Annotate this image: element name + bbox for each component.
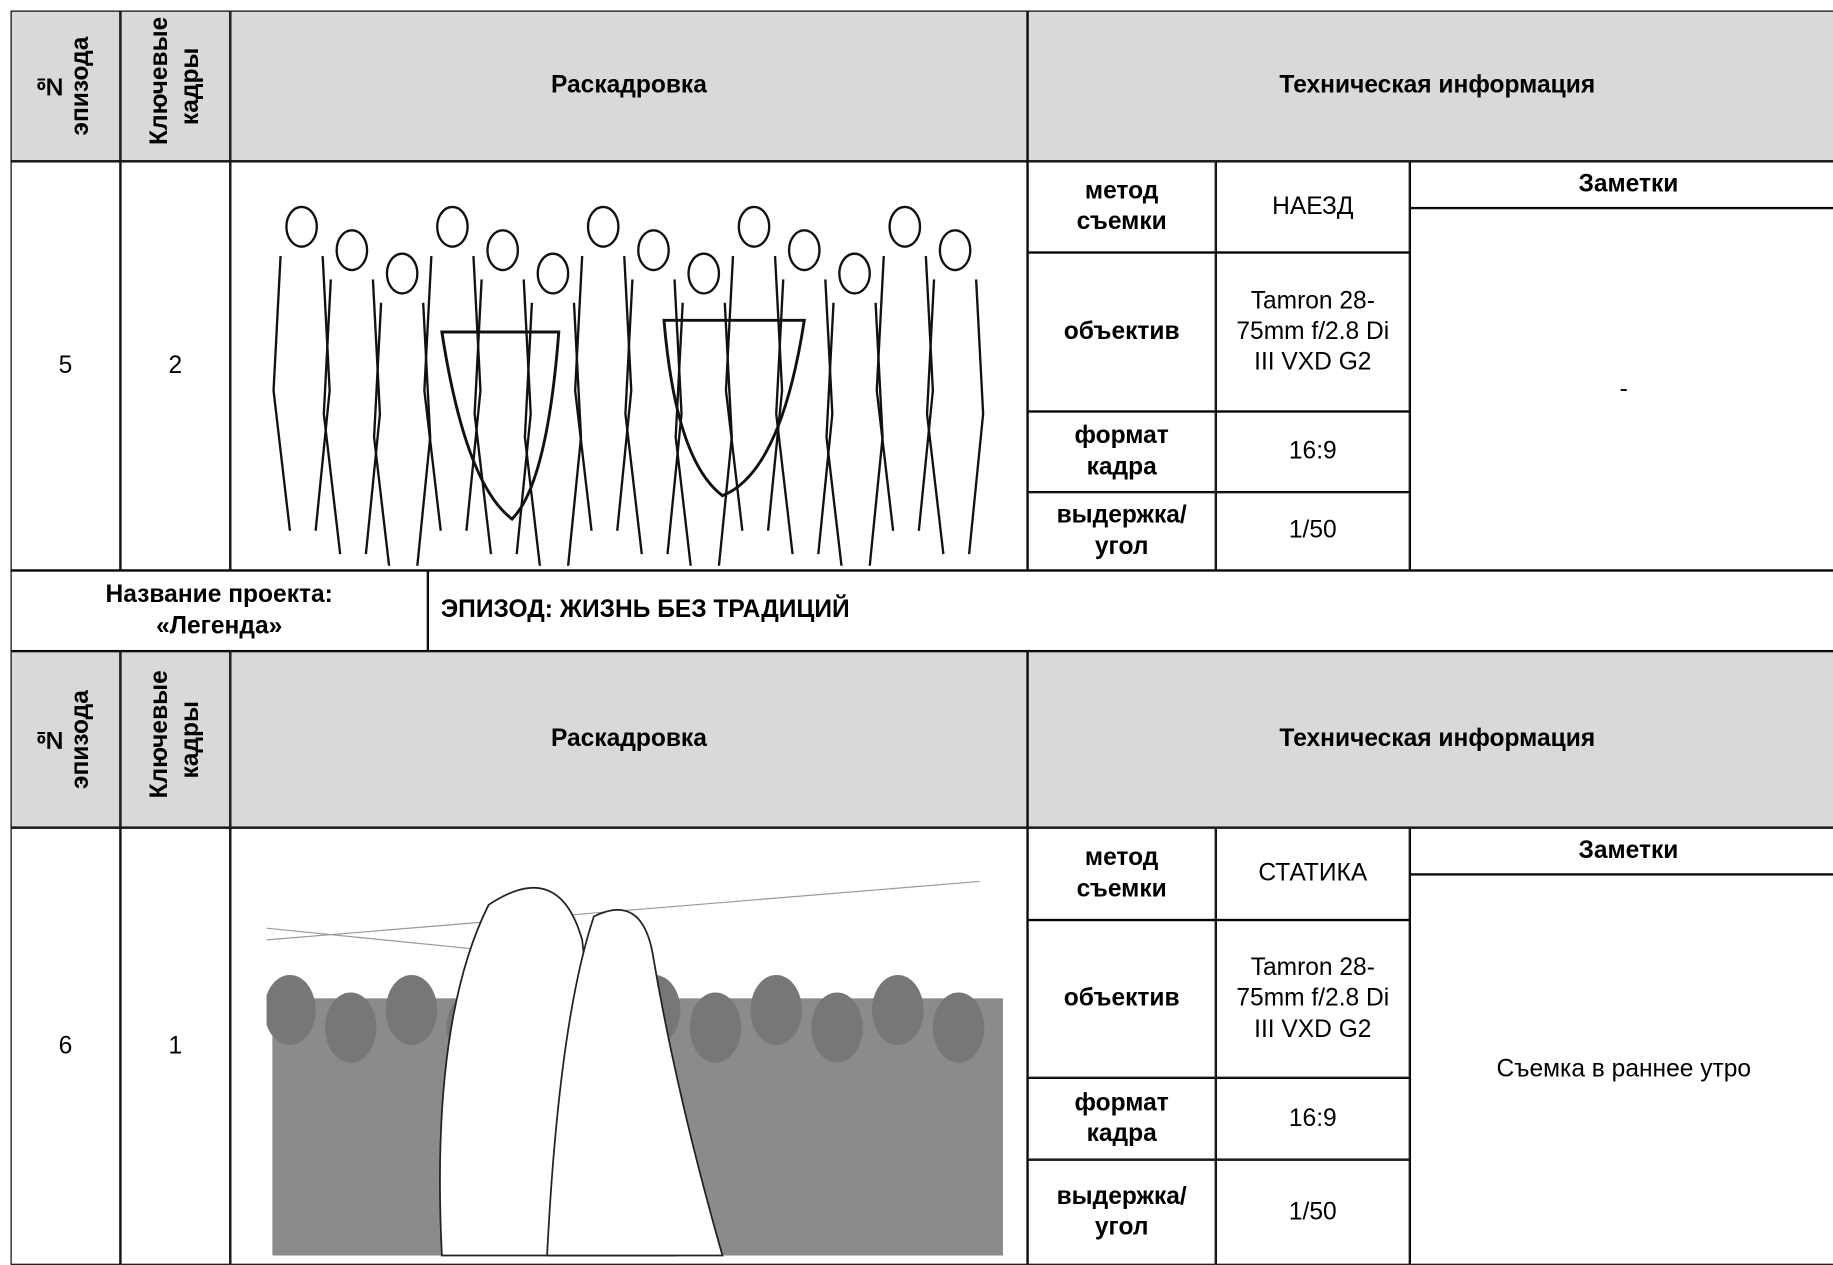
- tech-label: объектив: [1027, 920, 1216, 1078]
- tech-value-text: 16:9: [1288, 1104, 1337, 1132]
- tech-value-text: Tamron 28-75mm f/2.8 Di III VXD G2: [1236, 287, 1390, 376]
- notes-title-text: Заметки: [1578, 836, 1679, 864]
- header-storyboard-text: Раскадровка: [550, 71, 707, 99]
- tech-label-text: выдержка/ угол: [1056, 1182, 1187, 1241]
- header-episode-text: № эпизода: [35, 689, 94, 789]
- tech-value: Tamron 28-75mm f/2.8 Di III VXD G2: [1215, 920, 1410, 1078]
- keyframe-number-text: 2: [168, 351, 183, 379]
- keyframe-number: 2: [120, 161, 231, 571]
- tech-label-text: формат кадра: [1074, 1089, 1169, 1147]
- tech-value: 1/50: [1215, 492, 1410, 571]
- project-name: Название проекта: «Легенда»: [10, 570, 428, 652]
- tech-label: формат кадра: [1027, 1077, 1216, 1160]
- tech-value: Tamron 28-75mm f/2.8 Di III VXD G2: [1215, 252, 1410, 412]
- episode-title: ЭПИЗОД: ЖИЗНЬ БЕЗ ТРАДИЦИЙ: [427, 570, 1833, 652]
- tech-value-text: СТАТИКА: [1258, 859, 1368, 887]
- tech-label: формат кадра: [1027, 411, 1216, 493]
- project-name-text: Название проекта: «Легенда»: [105, 581, 333, 639]
- tech-value: 16:9: [1215, 1077, 1410, 1160]
- header-storyboard: Раскадровка: [230, 651, 1028, 828]
- tech-label: выдержка/ угол: [1027, 492, 1216, 571]
- tech-value: СТАТИКА: [1215, 827, 1410, 921]
- notes-text: -: [1619, 375, 1628, 402]
- keyframe-number-text: 1: [168, 1032, 183, 1059]
- storyboard-frame: [230, 827, 1028, 1265]
- notes: Съемка в раннее утро: [1409, 874, 1833, 1265]
- sketch: [266, 880, 1004, 1257]
- tech-value-text: 16:9: [1288, 437, 1337, 465]
- tech-value-text: Tamron 28-75mm f/2.8 Di III VXD G2: [1236, 954, 1390, 1043]
- tech-label-text: выдержка/ угол: [1056, 501, 1187, 560]
- header-episode-text: № эпизода: [35, 36, 94, 136]
- tech-label-text: формат кадра: [1074, 422, 1169, 480]
- episode-number: 5: [10, 161, 121, 571]
- notes: -: [1409, 208, 1833, 571]
- notes-title: Заметки: [1409, 161, 1833, 209]
- header-keyframes: Ключевые кадры: [120, 10, 231, 162]
- episode-number: 6: [10, 827, 121, 1265]
- tech-label-text: объектив: [1063, 317, 1180, 345]
- header-episode: № эпизода: [10, 10, 121, 162]
- notes-title: Заметки: [1409, 827, 1833, 875]
- header-tech-text: Техническая информация: [1279, 71, 1596, 99]
- header-keyframes-text: Ключевые кадры: [145, 16, 204, 145]
- tech-value-text: 1/50: [1288, 517, 1337, 545]
- tech-label: метод съемки: [1027, 827, 1216, 921]
- episode-title-text: ЭПИЗОД: ЖИЗНЬ БЕЗ ТРАДИЦИЙ: [440, 596, 850, 624]
- tech-value-text: 1/50: [1288, 1198, 1337, 1225]
- tech-label: объектив: [1027, 252, 1216, 412]
- tech-value: НАЕЗД: [1215, 161, 1410, 253]
- tech-value: 16:9: [1215, 411, 1410, 493]
- sketch: [272, 205, 985, 566]
- storyboard-frame: [230, 161, 1028, 571]
- tech-label: выдержка/ угол: [1027, 1159, 1216, 1265]
- keyframe-number: 1: [120, 827, 231, 1265]
- header-tech: Техническая информация: [1027, 651, 1833, 828]
- header-keyframes-text: Ключевые кадры: [145, 669, 204, 798]
- tech-label: метод съемки: [1027, 161, 1216, 253]
- header-tech: Техническая информация: [1027, 10, 1833, 162]
- notes-title-text: Заметки: [1578, 170, 1679, 198]
- episode-number-text: 6: [58, 1032, 73, 1059]
- header-storyboard: Раскадровка: [230, 10, 1028, 162]
- header-storyboard-text: Раскадровка: [550, 725, 707, 753]
- header-episode: № эпизода: [10, 651, 121, 828]
- header-tech-text: Техническая информация: [1279, 725, 1596, 753]
- tech-value: 1/50: [1215, 1159, 1410, 1265]
- tech-label-text: объектив: [1063, 984, 1180, 1012]
- tech-value-text: НАЕЗД: [1272, 192, 1354, 220]
- header-keyframes: Ключевые кадры: [120, 651, 231, 828]
- episode-number-text: 5: [58, 351, 73, 379]
- tech-label-text: метод съемки: [1076, 844, 1167, 902]
- tech-label-text: метод съемки: [1076, 177, 1167, 235]
- notes-text: Съемка в раннее утро: [1496, 1055, 1752, 1083]
